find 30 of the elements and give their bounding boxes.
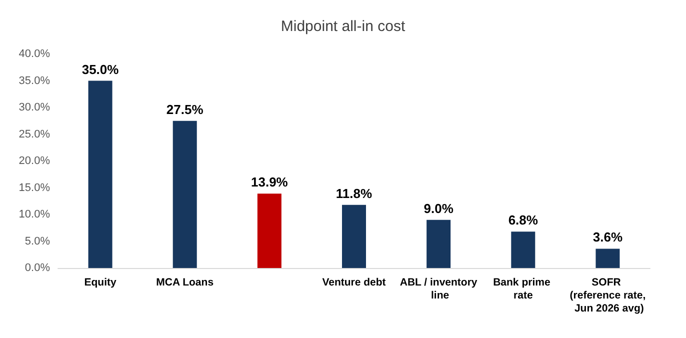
- chart-title: Midpoint all-in cost: [280, 18, 406, 35]
- y-tick-label: 35.0%: [18, 74, 50, 87]
- data-label: 27.5%: [166, 102, 204, 117]
- bar: [88, 80, 112, 268]
- bar: [426, 220, 451, 268]
- y-tick-label: 30.0%: [18, 102, 50, 114]
- bar: [596, 248, 620, 268]
- y-tick-label: 25.0%: [18, 128, 50, 140]
- y-tick-label: 5.0%: [24, 235, 50, 248]
- bar: [257, 194, 282, 268]
- x-tick-label: MCA Loans: [156, 276, 214, 288]
- data-label: 3.6%: [592, 230, 623, 245]
- data-label: 6.8%: [508, 212, 538, 228]
- y-tick-label: 0.0%: [24, 262, 50, 274]
- bar: [342, 204, 366, 268]
- y-tick-label: 40.0%: [18, 48, 50, 60]
- y-tick-label: 20.0%: [18, 155, 50, 167]
- x-tick-label: Equity: [84, 276, 116, 288]
- y-tick-label: 15.0%: [18, 182, 50, 194]
- data-label: 35.0%: [82, 62, 120, 77]
- data-label: 11.8%: [336, 186, 373, 201]
- x-tick-label: SOFR (reference rate, Jun 2026 avg): [570, 276, 646, 314]
- bar: [511, 232, 536, 268]
- x-tick-label: ABL / inventory line: [400, 276, 478, 302]
- x-tick-label: Bank prime rate: [493, 276, 554, 302]
- data-label: 13.9%: [250, 174, 288, 190]
- bar: [172, 120, 197, 268]
- x-tick-label: Venture debt: [322, 276, 386, 288]
- data-label: 9.0%: [424, 200, 454, 216]
- y-tick-label: 10.0%: [18, 208, 50, 220]
